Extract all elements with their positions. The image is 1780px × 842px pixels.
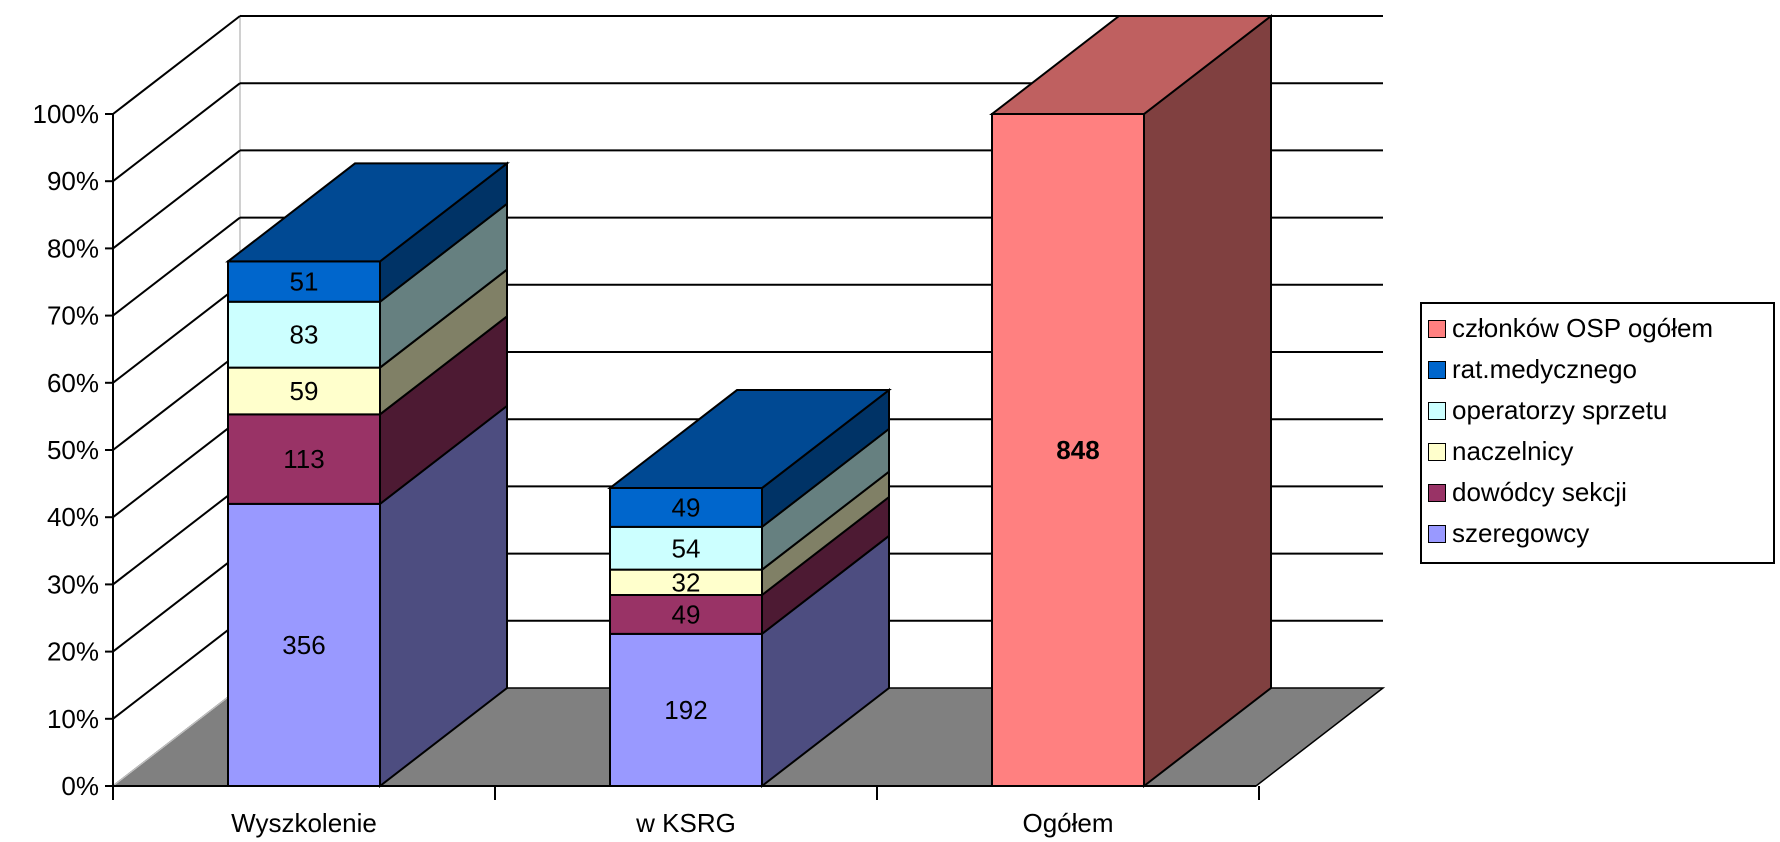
- bar-rat-medycznego-top: [225, 162, 510, 263]
- legend-label: naczelnicy: [1452, 436, 1574, 466]
- legend-item: szeregowcy: [1428, 513, 1773, 554]
- y-tick-label: 10%: [47, 704, 99, 734]
- y-tick-label: 0%: [61, 771, 99, 801]
- y-tick-label: 70%: [47, 301, 99, 331]
- y-tick-label: 100%: [33, 99, 100, 129]
- gridline-diagonal: [112, 82, 241, 182]
- legend-label: operatorzy sprzetu: [1452, 395, 1668, 425]
- axes: 0% 10% 20% 30% 40% 50% 60% 70% 80% 90% 100% Wyszkol…: [33, 99, 1260, 838]
- legend-label: rat.medycznego: [1452, 354, 1637, 384]
- bar-cz-onk-w-osp-og-em-top: [989, 15, 1274, 115]
- gridline-diagonal: [112, 284, 241, 384]
- category-label: Ogółem: [1022, 808, 1113, 838]
- data-label: 113: [283, 444, 324, 474]
- bars: [225, 13, 1274, 789]
- data-label: 59: [290, 376, 319, 406]
- y-tick-label: 20%: [47, 637, 99, 667]
- gridline-diagonal: [112, 620, 241, 720]
- y-tick-label: 30%: [47, 569, 99, 599]
- data-label: 83: [290, 320, 319, 350]
- bar-cz-onk-w-osp-og-em-side: [1143, 13, 1272, 789]
- data-label: 54: [672, 533, 701, 563]
- data-label: 32: [672, 567, 701, 597]
- gridline-diagonal: [112, 485, 241, 586]
- data-label: 192: [664, 695, 707, 725]
- bar-rat-medycznego-top: [607, 389, 892, 490]
- legend-item: rat.medycznego: [1428, 349, 1773, 390]
- legend-item: członków OSP ogółem: [1428, 308, 1773, 349]
- category-label: Wyszkolenie: [231, 808, 377, 838]
- legend-label: członków OSP ogółem: [1452, 313, 1714, 343]
- legend-item: operatorzy sprzetu: [1428, 390, 1773, 431]
- legend-swatch: [1428, 524, 1446, 543]
- y-tick-label: 40%: [47, 502, 99, 532]
- legend-swatch: [1428, 442, 1446, 461]
- category-label: w KSRG: [635, 808, 736, 838]
- legend-label: szeregowcy: [1452, 518, 1590, 548]
- gridline-diagonal: [112, 15, 241, 115]
- y-tick-label: 50%: [47, 435, 99, 465]
- gridline-diagonal: [112, 216, 241, 317]
- legend-item: dowódcy sekcji: [1428, 472, 1773, 513]
- legend-swatch: [1428, 319, 1446, 338]
- data-label: 356: [282, 630, 325, 660]
- gridline-diagonal: [112, 418, 241, 518]
- gridline-diagonal: [112, 552, 241, 653]
- y-tick-label: 80%: [47, 233, 99, 263]
- legend-item: naczelnicy: [1428, 431, 1773, 472]
- legend-label: dowódcy sekcji: [1452, 477, 1627, 507]
- data-label: 848: [1056, 435, 1099, 465]
- data-label: 51: [290, 267, 319, 297]
- y-tick-label: 90%: [47, 166, 99, 196]
- data-label: 49: [672, 599, 701, 629]
- legend-swatch: [1428, 483, 1446, 502]
- legend-swatch: [1428, 360, 1446, 379]
- legend: członków OSP ogółem rat.medycznego operato…: [1420, 302, 1775, 564]
- legend-swatch: [1428, 401, 1446, 420]
- y-tick-label: 60%: [47, 368, 99, 398]
- data-label: 49: [672, 492, 701, 522]
- gridline-diagonal: [112, 149, 241, 250]
- gridline-diagonal: [112, 351, 241, 451]
